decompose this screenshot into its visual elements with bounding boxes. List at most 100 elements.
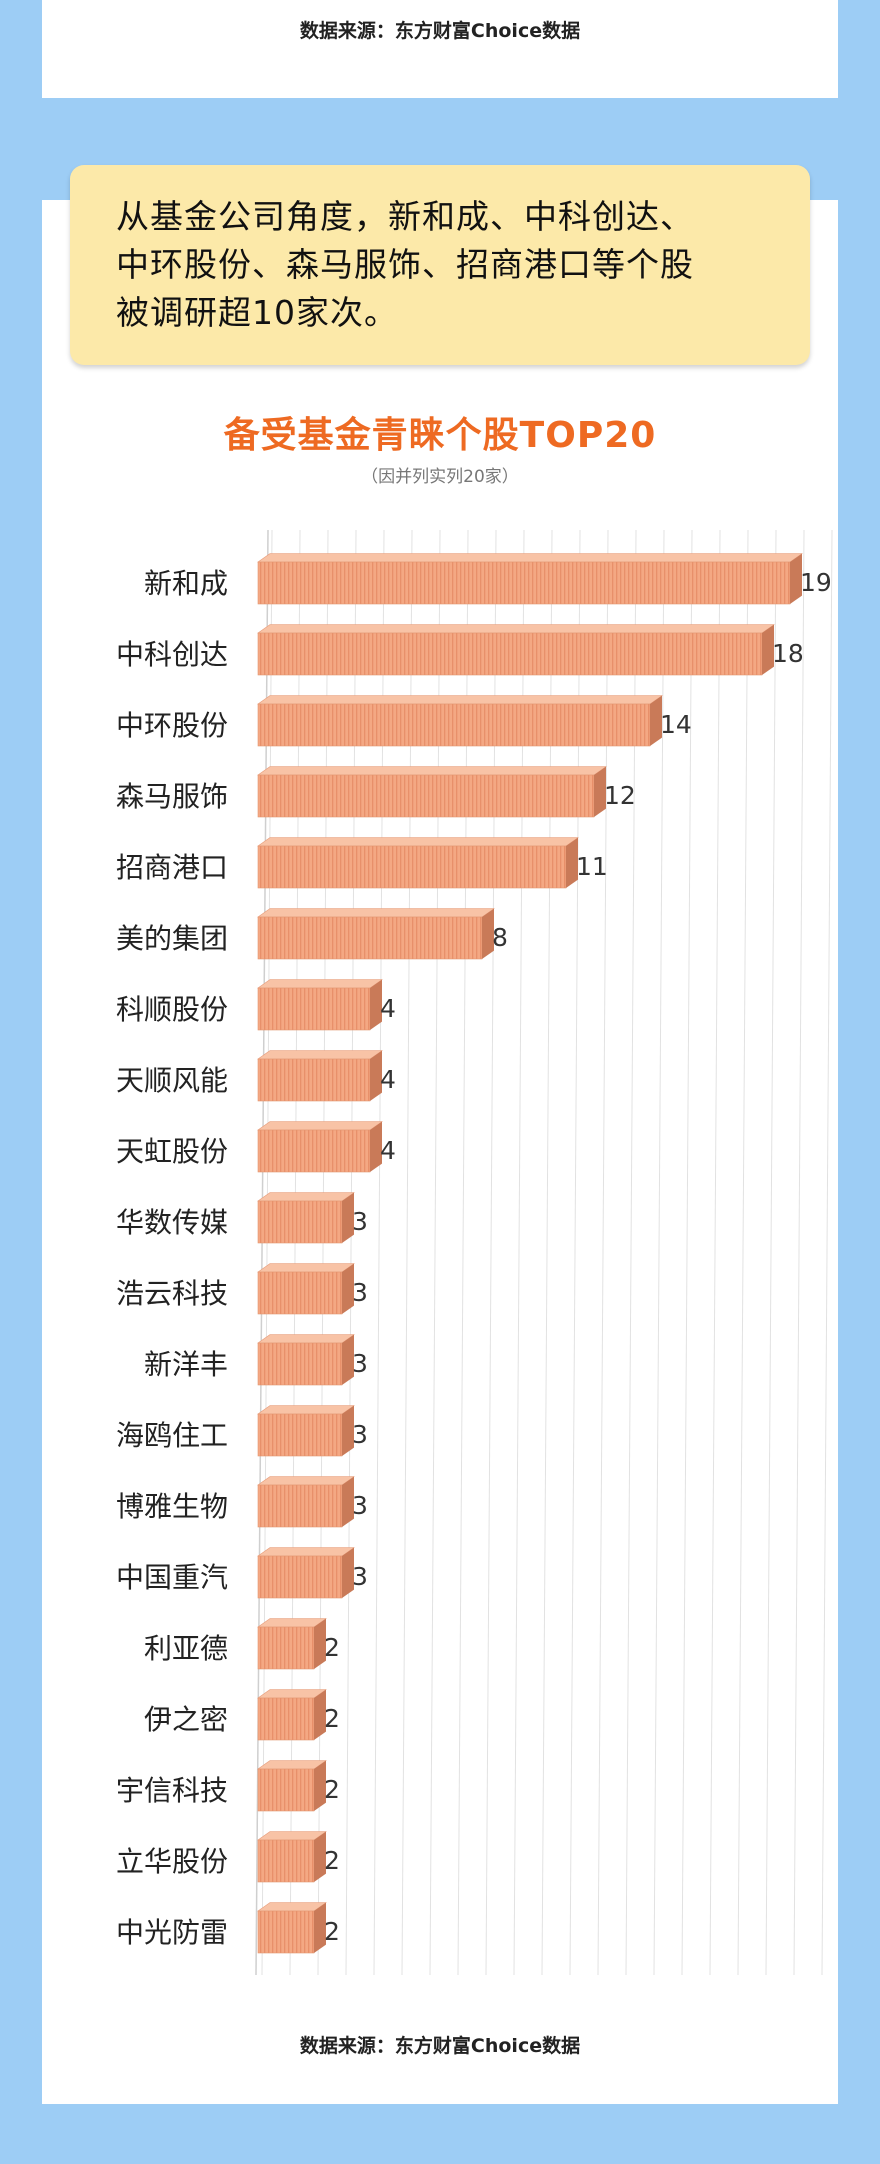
bar-side-face bbox=[342, 1263, 354, 1314]
bar bbox=[257, 1271, 343, 1315]
gridline bbox=[653, 529, 665, 1976]
axis-line bbox=[255, 529, 269, 1976]
gridline bbox=[345, 529, 357, 1976]
bar-side-face bbox=[370, 979, 382, 1030]
bar bbox=[257, 1626, 315, 1670]
category-label: 新和成 bbox=[144, 567, 228, 600]
gridline bbox=[541, 529, 553, 1976]
bar bbox=[257, 632, 763, 676]
data-label: 2 bbox=[324, 1917, 340, 1946]
bar-side-face bbox=[314, 1618, 326, 1669]
callout-line-1: 从基金公司角度，新和成、中科创达、 bbox=[116, 197, 694, 236]
bar bbox=[257, 774, 595, 818]
data-label: 2 bbox=[324, 1775, 340, 1804]
category-label: 美的集团 bbox=[116, 922, 228, 955]
bar-side-face bbox=[314, 1831, 326, 1882]
bar-top-face bbox=[257, 553, 803, 563]
bar bbox=[257, 561, 791, 605]
data-label: 3 bbox=[352, 1491, 368, 1520]
bar-top-face bbox=[257, 979, 383, 989]
bar-top-face bbox=[257, 766, 607, 776]
gridline bbox=[765, 529, 777, 1976]
bar-side-face bbox=[342, 1334, 354, 1385]
data-label: 4 bbox=[380, 1136, 396, 1165]
category-label: 浩云科技 bbox=[116, 1277, 228, 1310]
gridline bbox=[485, 529, 497, 1976]
bar-top-face bbox=[257, 1121, 383, 1131]
bar-top-face bbox=[257, 908, 495, 918]
bar-top-face bbox=[257, 1050, 383, 1060]
category-label: 华数传媒 bbox=[116, 1206, 228, 1239]
chart-subtitle: （因并列实列20家） bbox=[361, 467, 519, 487]
category-label: 中科创达 bbox=[116, 638, 228, 671]
bar-side-face bbox=[370, 1050, 382, 1101]
bar bbox=[257, 1839, 315, 1883]
callout-line-3: 被调研超10家次。 bbox=[116, 293, 398, 332]
data-label: 2 bbox=[324, 1633, 340, 1662]
data-label: 14 bbox=[660, 710, 692, 739]
gridline bbox=[373, 529, 385, 1976]
bar-top-face bbox=[257, 1618, 327, 1628]
bar-top-face bbox=[257, 1831, 327, 1841]
source-note-bottom: 数据来源：东方财富Choice数据 bbox=[299, 2035, 581, 2057]
callout-line-2: 中环股份、森马服饰、招商港口等个股 bbox=[116, 245, 694, 284]
bar-side-face bbox=[314, 1760, 326, 1811]
bar-top-face bbox=[257, 1547, 355, 1557]
gridline bbox=[289, 529, 301, 1976]
bar-top-face bbox=[257, 624, 775, 634]
gridline bbox=[821, 529, 833, 1976]
bar-side-face bbox=[342, 1405, 354, 1456]
data-label: 18 bbox=[772, 639, 804, 668]
category-label: 博雅生物 bbox=[116, 1490, 228, 1523]
gridline bbox=[709, 529, 721, 1976]
gridline bbox=[317, 529, 329, 1976]
category-label: 伊之密 bbox=[144, 1703, 228, 1736]
bar-top-face bbox=[257, 1405, 355, 1415]
bar-side-face bbox=[314, 1902, 326, 1953]
bar bbox=[257, 1910, 315, 1954]
bar-side-face bbox=[762, 624, 774, 675]
bar-side-face bbox=[314, 1689, 326, 1740]
bar bbox=[257, 1768, 315, 1812]
gridline bbox=[569, 529, 581, 1976]
gridline bbox=[429, 529, 441, 1976]
data-label: 3 bbox=[352, 1349, 368, 1378]
bar-top-face bbox=[257, 1760, 327, 1770]
category-label: 科顺股份 bbox=[116, 993, 228, 1026]
gridline bbox=[597, 529, 609, 1976]
data-label: 2 bbox=[324, 1846, 340, 1875]
data-label: 3 bbox=[352, 1562, 368, 1591]
bar-top-face bbox=[257, 1334, 355, 1344]
bar-side-face bbox=[342, 1192, 354, 1243]
bar bbox=[257, 1555, 343, 1599]
bar-side-face bbox=[650, 695, 662, 746]
bar-top-face bbox=[257, 1476, 355, 1486]
bar-top-face bbox=[257, 695, 663, 705]
gridline bbox=[457, 529, 469, 1976]
category-label: 天顺风能 bbox=[116, 1064, 228, 1097]
category-label: 新洋丰 bbox=[144, 1348, 228, 1381]
category-label: 招商港口 bbox=[116, 851, 228, 884]
category-label: 海鸥住工 bbox=[116, 1419, 228, 1452]
bar-top-face bbox=[257, 1263, 355, 1273]
bar bbox=[257, 1058, 371, 1102]
source-note-top: 数据来源：东方财富Choice数据 bbox=[299, 20, 581, 42]
gridline bbox=[513, 529, 525, 1976]
bar-side-face bbox=[790, 553, 802, 604]
bar-side-face bbox=[342, 1547, 354, 1598]
main-card bbox=[42, 200, 838, 2104]
data-label: 19 bbox=[800, 568, 832, 597]
data-label: 3 bbox=[352, 1278, 368, 1307]
category-label: 天虹股份 bbox=[116, 1135, 228, 1168]
category-label: 中国重汽 bbox=[116, 1561, 228, 1594]
category-label: 立华股份 bbox=[116, 1845, 228, 1878]
data-label: 8 bbox=[492, 923, 508, 952]
category-label: 森马服饰 bbox=[116, 780, 228, 813]
data-label: 4 bbox=[380, 1065, 396, 1094]
data-label: 3 bbox=[352, 1420, 368, 1449]
category-label: 中环股份 bbox=[116, 709, 228, 742]
bar-top-face bbox=[257, 1902, 327, 1912]
bar bbox=[257, 845, 567, 889]
data-label: 12 bbox=[604, 781, 636, 810]
